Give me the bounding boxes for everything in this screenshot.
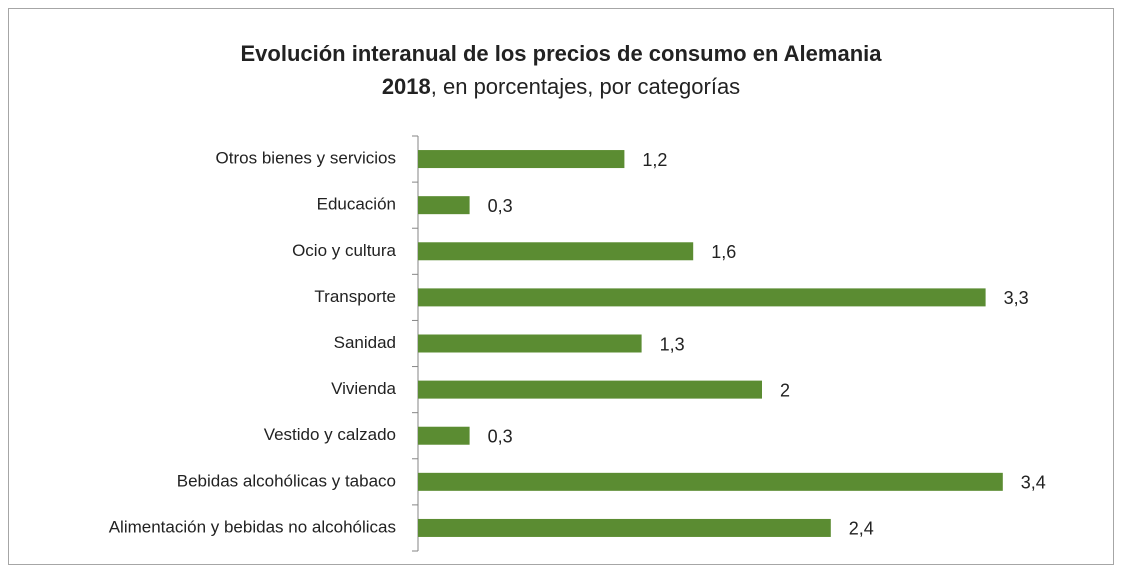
subtitle-bold: 2018 <box>382 74 431 99</box>
data-label: 3,3 <box>1004 288 1029 308</box>
y-tick-label: Sanidad <box>334 333 396 352</box>
data-label: 0,3 <box>488 196 513 216</box>
data-label: 3,4 <box>1021 473 1046 493</box>
subtitle-rest: , en porcentajes, por categorías <box>431 74 740 99</box>
data-label: 1,6 <box>711 242 736 262</box>
chart-title: Evolución interanual de los precios de c… <box>240 41 882 66</box>
y-tick-label: Educación <box>317 195 396 214</box>
data-label: 1,3 <box>660 334 685 354</box>
bar <box>418 242 694 261</box>
data-label: 1,2 <box>642 150 667 170</box>
y-tick-label: Alimentación y bebidas no alcohólicas <box>109 517 396 536</box>
y-tick-label: Vivienda <box>331 379 396 398</box>
y-tick-label: Transporte <box>314 287 396 306</box>
y-tick-label: Vestido y calzado <box>264 425 396 444</box>
y-tick-label: Otros bienes y servicios <box>216 149 396 168</box>
bar <box>418 518 831 537</box>
data-label: 0,3 <box>488 426 513 446</box>
bar <box>418 426 470 445</box>
bar <box>418 150 625 169</box>
bar <box>418 334 642 353</box>
data-label: 2 <box>780 380 790 400</box>
bar <box>418 380 762 399</box>
chart-subtitle: 2018, en porcentajes, por categorías <box>382 74 740 99</box>
bar <box>418 288 986 307</box>
bar <box>418 196 470 215</box>
chart-frame <box>8 8 1114 565</box>
bar <box>418 472 1003 491</box>
y-tick-label: Ocio y cultura <box>292 241 396 260</box>
data-label: 2,4 <box>849 519 874 539</box>
y-tick-label: Bebidas alcohólicas y tabaco <box>177 471 396 490</box>
